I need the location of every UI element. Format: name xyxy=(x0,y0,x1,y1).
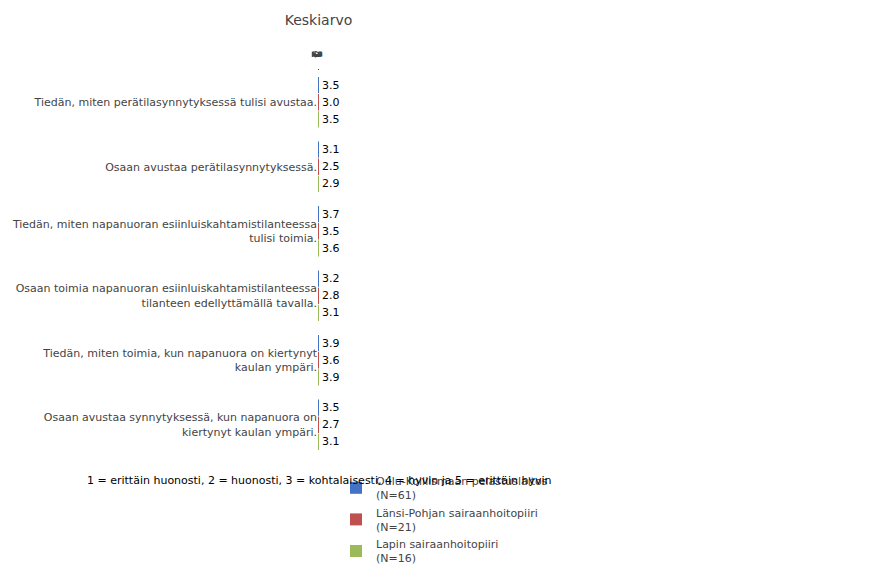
svg-text:3.6: 3.6 xyxy=(322,354,340,367)
svg-text:3.5: 3.5 xyxy=(322,225,340,238)
svg-text:3.9: 3.9 xyxy=(322,371,340,384)
svg-text:2.7: 2.7 xyxy=(322,418,340,431)
svg-text:1 = erittäin huonosti, 2 = huo: 1 = erittäin huonosti, 2 = huonosti, 3 =… xyxy=(87,474,551,487)
svg-text:Tiedän, miten napanuoran esiin: Tiedän, miten napanuoran esiinluiskahtam… xyxy=(12,218,317,245)
svg-text:Lapin sairaanhoitopiiri(N=16): Lapin sairaanhoitopiiri(N=16) xyxy=(376,538,498,565)
svg-text:5: 5 xyxy=(310,51,324,59)
svg-text:Osaan avustaa synnytyksessä, k: Osaan avustaa synnytyksessä, kun napanuo… xyxy=(44,411,317,438)
svg-text:3.5: 3.5 xyxy=(322,113,340,126)
svg-text:Osaan avustaa perätilasynnytyk: Osaan avustaa perätilasynnytyksessä. xyxy=(105,161,317,174)
svg-text:3: 3 xyxy=(310,51,324,59)
svg-text:Oulu-Koillismaan pelastuslaito: Oulu-Koillismaan pelastuslaitos(N=61) xyxy=(376,475,548,502)
svg-text:3.5: 3.5 xyxy=(322,401,340,414)
svg-text:2.8: 2.8 xyxy=(322,289,340,302)
svg-text:Osaan toimia napanuoran esiinl: Osaan toimia napanuoran esiinluiskahtami… xyxy=(16,282,317,309)
svg-text:3.2: 3.2 xyxy=(322,272,340,285)
svg-text:Länsi-Pohjan sairaanhoitopiiri: Länsi-Pohjan sairaanhoitopiiri(N=21) xyxy=(376,507,538,534)
svg-text:Tiedän, miten perätilasynnytyk: Tiedän, miten perätilasynnytyksessä tuli… xyxy=(34,96,317,109)
svg-text:3.7: 3.7 xyxy=(322,208,340,221)
svg-text:4: 4 xyxy=(310,51,324,59)
svg-text:3.5: 3.5 xyxy=(322,79,340,92)
svg-text:2: 2 xyxy=(309,51,323,59)
svg-text:Tiedän, miten toimia, kun napa: Tiedän, miten toimia, kun napanuora on k… xyxy=(42,347,317,374)
svg-text:2.9: 2.9 xyxy=(322,177,340,190)
svg-text:3.0: 3.0 xyxy=(322,96,340,109)
svg-text:Keskiarvo: Keskiarvo xyxy=(285,12,353,28)
svg-text:3.9: 3.9 xyxy=(322,337,340,350)
svg-text:3.6: 3.6 xyxy=(322,242,340,255)
svg-text:3.1: 3.1 xyxy=(322,143,340,156)
svg-text:2.5: 2.5 xyxy=(322,160,340,173)
svg-text:3.1: 3.1 xyxy=(322,306,340,319)
svg-text:3.1: 3.1 xyxy=(322,435,340,448)
svg-text:1: 1 xyxy=(309,51,323,59)
